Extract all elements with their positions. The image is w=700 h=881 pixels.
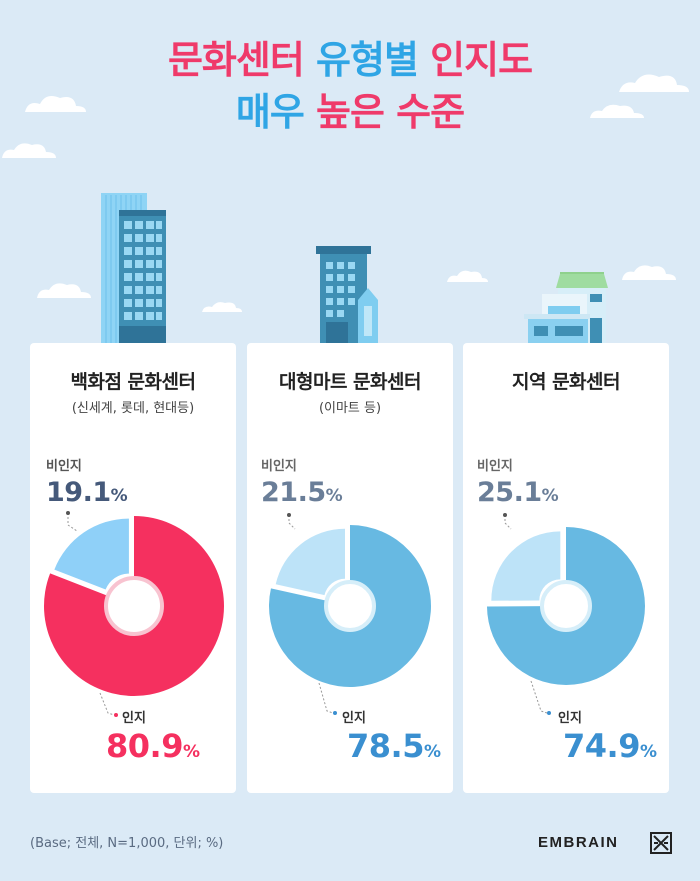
chart-card-local: 지역 문화센터 비인지 25.1% 인지 74.9% <box>463 343 669 793</box>
percent-sign: % <box>640 742 657 762</box>
leader-line <box>505 515 511 529</box>
leader-line <box>100 693 114 715</box>
leader-dot <box>503 513 507 517</box>
percent-sign: % <box>424 742 441 762</box>
cloud-decoration <box>620 262 680 282</box>
aware-value: 74.9% <box>563 727 657 765</box>
chart-card-department-store: 백화점 문화센터 (신세계, 롯데, 현대등) 비인지 19.1% 인지 80.… <box>30 343 236 793</box>
embrain-logo: EMBRAIN <box>538 834 619 851</box>
aware-number: 74.9 <box>563 727 640 765</box>
cloud-decoration <box>0 140 60 160</box>
aware-number: 78.5 <box>347 727 424 765</box>
title-word: 유형별 <box>316 38 418 82</box>
leader-dot <box>287 513 291 517</box>
embrain-logo-icon <box>650 832 672 854</box>
leader-dot <box>66 511 70 515</box>
aware-number: 80.9 <box>106 727 183 765</box>
cloud-decoration <box>35 280 95 300</box>
aware-label: 인지 <box>342 707 366 726</box>
leader-dot <box>333 711 337 715</box>
title-word: 인지도 <box>430 38 532 82</box>
title-line-1: 문화센터 유형별 인지도 <box>0 34 700 86</box>
leader-line <box>319 683 333 713</box>
aware-value: 78.5% <box>347 727 441 765</box>
title-word: 매우 <box>236 90 304 134</box>
page-title: 문화센터 유형별 인지도 매우 높은 수준 <box>0 34 700 138</box>
base-note: (Base; 전체, N=1,000, 단위; %) <box>30 832 223 851</box>
donut-center <box>326 582 374 630</box>
donut-center <box>542 582 590 630</box>
title-line-2: 매우 높은 수준 <box>0 86 700 138</box>
chart-card-mart: 대형마트 문화센터 (이마트 등) 비인지 21.5% 인지 78.5% <box>247 343 453 793</box>
cloud-decoration <box>445 268 490 284</box>
cloud-decoration <box>200 300 244 314</box>
leader-line <box>68 513 77 531</box>
leader-dot <box>114 713 118 717</box>
donut-center <box>106 578 162 634</box>
leader-line <box>531 681 547 713</box>
leader-dot <box>547 711 551 715</box>
leader-line <box>289 515 295 529</box>
aware-value: 80.9% <box>106 727 200 765</box>
title-word: 문화센터 <box>168 38 304 82</box>
aware-label: 인지 <box>558 707 582 726</box>
donut-slice-nonaware <box>54 519 129 590</box>
title-word: 높은 수준 <box>316 90 464 134</box>
aware-label: 인지 <box>122 707 146 726</box>
percent-sign: % <box>183 742 200 762</box>
